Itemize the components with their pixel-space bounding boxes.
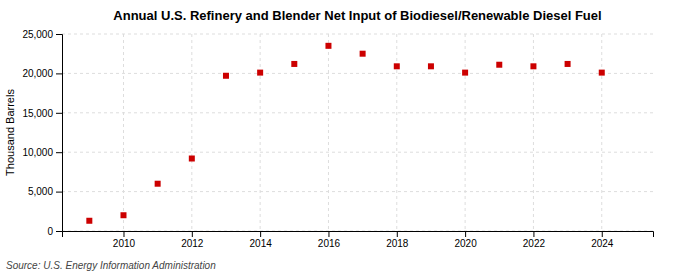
y-grid-line [62,152,653,153]
y-grid-line [62,34,653,35]
x-tick-label: 2014 [250,238,273,249]
x-tick-mark [602,231,603,237]
x-tick-label: 2024 [591,238,614,249]
point [530,63,536,69]
y-tick: 20,000 [22,68,62,79]
y-tick: 15,000 [22,108,62,119]
point [496,62,502,68]
x-tick: 2018 [386,231,409,249]
y-tick: 5,000 [28,186,62,197]
y-axis-line [56,35,63,232]
y-grid-line [62,112,653,113]
y-axis-title: Thousand Barrels [4,89,16,176]
x-tick: 2010 [113,231,136,249]
point [257,70,263,76]
x-tick-label: 2020 [454,238,477,249]
title: Annual U.S. Refinery and Blender Net Inp… [113,8,601,23]
x-tick-label: 2018 [386,238,409,249]
x-tick-label: 2012 [181,238,204,249]
y-tick-label: 0 [47,226,53,237]
y-grid-line [62,191,653,192]
x-grid-line [123,34,124,231]
x-axis-line [63,232,654,238]
x-tick: 2014 [250,231,273,249]
y-tick: 25,000 [22,29,62,40]
y-tick: 10,000 [22,147,62,158]
point [325,43,331,49]
point [565,61,571,67]
x-tick-label: 2016 [318,238,341,249]
x-tick-label: 2022 [523,238,546,249]
y-tick-mark [56,73,62,74]
y-tick: 0 [47,226,62,237]
y-tick-mark [56,192,62,193]
x-axis: 2010 2012 2014 2016 2018 2020 2022 2024 [63,231,654,249]
point [428,63,434,69]
point [360,51,366,57]
point [462,70,468,76]
x-tick-mark [260,231,261,237]
x-tick: 2024 [591,231,614,249]
x-tick: 2012 [181,231,204,249]
point [189,156,195,162]
y-tick-mark [56,231,62,232]
x-tick-mark [192,231,193,237]
grid [62,34,653,231]
y-tick-label: 5,000 [28,186,53,197]
point [394,63,400,69]
point [120,212,126,218]
points [86,43,604,224]
x-tick: 2016 [318,231,341,249]
y-tick-label: 10,000 [22,147,53,158]
point [223,73,229,79]
x-tick: 2020 [454,231,477,249]
x-grid-line [601,34,602,231]
y-axis: 0 5,000 10,000 15,000 20,000 25,000 [22,29,62,237]
y-tick-mark [56,34,62,35]
x-tick-mark [328,231,329,237]
chart: 2010 2012 2014 2016 2018 2020 2022 2024 0 5,000 10… [0,0,675,275]
point [291,61,297,67]
x-tick-mark [397,231,398,237]
point [155,181,161,187]
y-tick-mark [56,152,62,153]
y-tick-label: 20,000 [22,68,53,79]
x-tick-mark [465,231,466,237]
plot: 2010 2012 2014 2016 2018 2020 2022 2024 0 5,000 10… [22,29,653,249]
point [86,218,92,224]
y-grid-line [62,73,653,74]
x-grid-line [465,34,466,231]
x-grid-line [260,34,261,231]
annotation: Source: U.S. Energy Information Administ… [6,260,216,271]
y-tick-label: 15,000 [22,108,53,119]
x-tick-mark [533,231,534,237]
x-grid-line [191,34,192,231]
point [599,70,605,76]
y-tick-mark [56,113,62,114]
x-grid-line [328,34,329,231]
x-tick-label: 2010 [113,238,136,249]
x-tick: 2022 [523,231,546,249]
y-tick-label: 25,000 [22,29,53,40]
x-tick-mark [123,231,124,237]
